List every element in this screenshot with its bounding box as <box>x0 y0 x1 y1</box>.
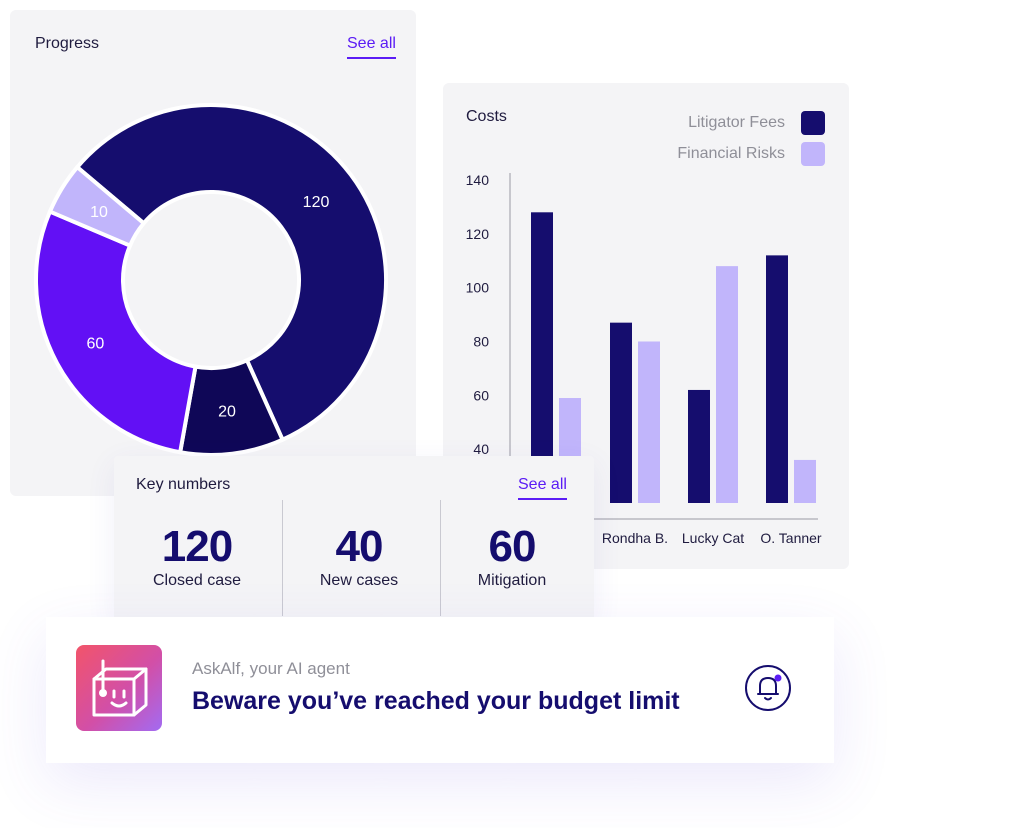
legend-swatch <box>801 111 825 135</box>
donut-slice-label: 60 <box>86 336 104 353</box>
y-tick-label: 60 <box>473 387 489 403</box>
bar <box>716 266 738 503</box>
legend-item-financial-risks: Financial Risks <box>677 142 825 166</box>
divider <box>440 500 441 616</box>
donut-slice-label: 120 <box>303 194 330 211</box>
ai-agent-notification[interactable]: AskAlf, your AI agent Beware you’ve reac… <box>46 617 834 763</box>
key-number-mitigation: 60 Mitigation <box>432 500 592 620</box>
donut-slice <box>74 103 388 443</box>
bar <box>688 389 710 503</box>
progress-card: Progress See all 120 20 60 10 <box>10 10 416 496</box>
key-number-label: New cases <box>319 572 399 589</box>
x-tick-label: Lucky Cat <box>682 530 744 546</box>
progress-title: Progress <box>35 35 100 52</box>
divider <box>282 500 283 616</box>
x-tick-label: O. Tanner <box>760 530 822 546</box>
y-tick-label: 80 <box>473 334 489 350</box>
key-numbers-card: Key numbers See all 120 Closed case 40 N… <box>114 456 594 621</box>
legend-swatch <box>801 142 825 166</box>
donut-slice <box>47 164 147 249</box>
progress-donut-chart: 120 20 60 10 <box>34 103 388 457</box>
robot-icon <box>76 645 162 731</box>
x-tick-label: Rondha B. <box>602 530 668 546</box>
key-number-closed-cases: 120 Closed case <box>117 500 277 620</box>
key-number-label: Mitigation <box>477 572 547 589</box>
agent-name: AskAlf, your AI agent <box>192 659 350 678</box>
bell-icon <box>757 674 782 701</box>
bar <box>794 459 816 503</box>
key-number-label: Closed case <box>152 572 242 589</box>
key-numbers-title: Key numbers <box>136 476 231 493</box>
costs-title: Costs <box>466 108 507 125</box>
y-tick-label: 140 <box>466 172 490 188</box>
bar <box>766 255 788 503</box>
legend-label: Financial Risks <box>677 145 785 162</box>
costs-bar-chart: 40 60 80 100 120 140 Rondha B. Lucky Cat O. Tann… <box>466 172 822 546</box>
bar <box>638 341 660 503</box>
progress-see-all-link[interactable]: See all <box>347 35 396 59</box>
y-tick-label: 40 <box>473 441 489 457</box>
key-number-value: 60 <box>488 522 537 571</box>
key-numbers-see-all-link[interactable]: See all <box>518 476 567 500</box>
donut-slice-label: 20 <box>218 404 236 421</box>
bar <box>610 322 632 503</box>
donut-slice-label: 10 <box>90 204 108 221</box>
key-number-value: 40 <box>335 522 384 571</box>
y-tick-label: 100 <box>466 280 490 296</box>
donut-slice <box>34 208 198 455</box>
key-number-new-cases: 40 New cases <box>279 500 439 620</box>
bar <box>531 212 553 504</box>
notification-bell-button[interactable] <box>745 665 791 711</box>
y-tick-label: 120 <box>466 226 490 242</box>
agent-message: Beware you’ve reached your budget limit <box>192 687 680 715</box>
key-number-value: 120 <box>161 522 233 571</box>
legend-label: Litigator Fees <box>688 114 785 131</box>
legend-item-litigator-fees: Litigator Fees <box>688 111 825 135</box>
